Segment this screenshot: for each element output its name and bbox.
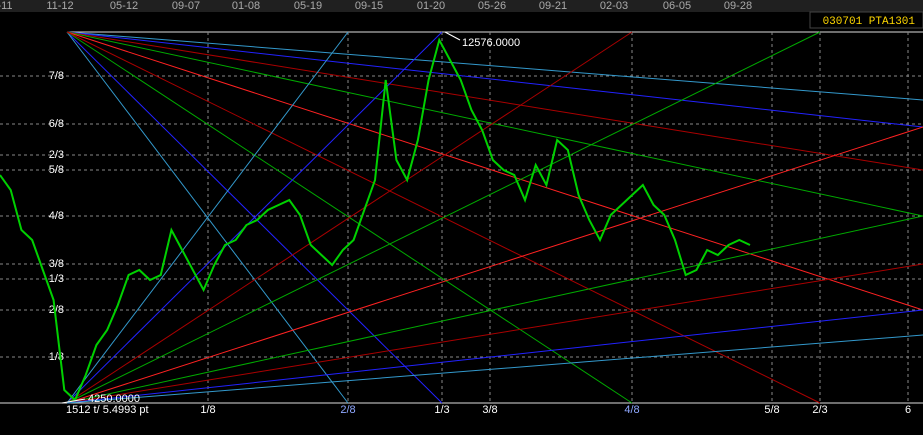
price-line <box>0 37 751 402</box>
level-label: 1/8 <box>200 404 215 416</box>
corner-box <box>809 11 923 29</box>
corner-label: 030701 PTA1301 <box>823 16 916 28</box>
date-label: 06-05 <box>663 0 691 12</box>
level-label: 3/8 <box>482 404 497 416</box>
level-label: 4/8 <box>624 404 639 416</box>
fan-line <box>66 31 923 217</box>
date-label: 05-26 <box>478 0 506 12</box>
date-label: 11-12 <box>46 0 73 12</box>
extreme-marker <box>61 398 86 404</box>
level-label: 6 <box>905 404 911 416</box>
level-label: 3/8 <box>49 258 64 270</box>
level-label: 5/8 <box>49 164 64 176</box>
date-label: 02-03 <box>600 0 628 12</box>
date-bar <box>0 0 923 12</box>
extreme-label: 4250.0000 <box>88 393 140 405</box>
level-label: 5/8 <box>764 404 779 416</box>
fan-line <box>66 31 633 404</box>
fan-line <box>66 31 443 404</box>
fan-line <box>66 126 923 404</box>
level-label: 2/8 <box>49 304 64 316</box>
status: 1512 t/ 5.4993 pt <box>66 404 149 416</box>
extreme-label: 12576.0000 <box>462 37 520 49</box>
level-label: 2/3 <box>49 149 64 161</box>
date-label: 05-12 <box>110 0 138 12</box>
level-label: 2/3 <box>812 404 827 416</box>
fan-line <box>66 31 349 404</box>
fan-line <box>66 31 923 311</box>
date-label: 09-07 <box>172 0 200 12</box>
date-label: 09-21 <box>539 0 567 12</box>
fan-line <box>66 334 923 404</box>
fan-line <box>66 31 923 101</box>
fan-line <box>66 263 923 404</box>
date-label: 01-08 <box>232 0 260 12</box>
level-label: 1/3 <box>434 404 449 416</box>
date-label: 01-20 <box>417 0 445 12</box>
fan-line <box>66 31 923 128</box>
fan-line <box>66 31 821 404</box>
fan-line <box>66 309 923 404</box>
date-label: 09-28 <box>724 0 752 12</box>
level-label: 7/8 <box>49 70 64 82</box>
fan-line <box>66 215 923 404</box>
date-label: -11 <box>0 0 13 12</box>
level-label: 2/8 <box>340 404 355 416</box>
level-label: 6/8 <box>49 118 64 130</box>
level-label: 4/8 <box>49 210 64 222</box>
level-label: 1/3 <box>49 273 64 285</box>
fan-line <box>66 31 923 171</box>
extreme-marker <box>444 31 461 41</box>
date-label: 05-19 <box>294 0 322 12</box>
date-label: 09-15 <box>355 0 383 12</box>
